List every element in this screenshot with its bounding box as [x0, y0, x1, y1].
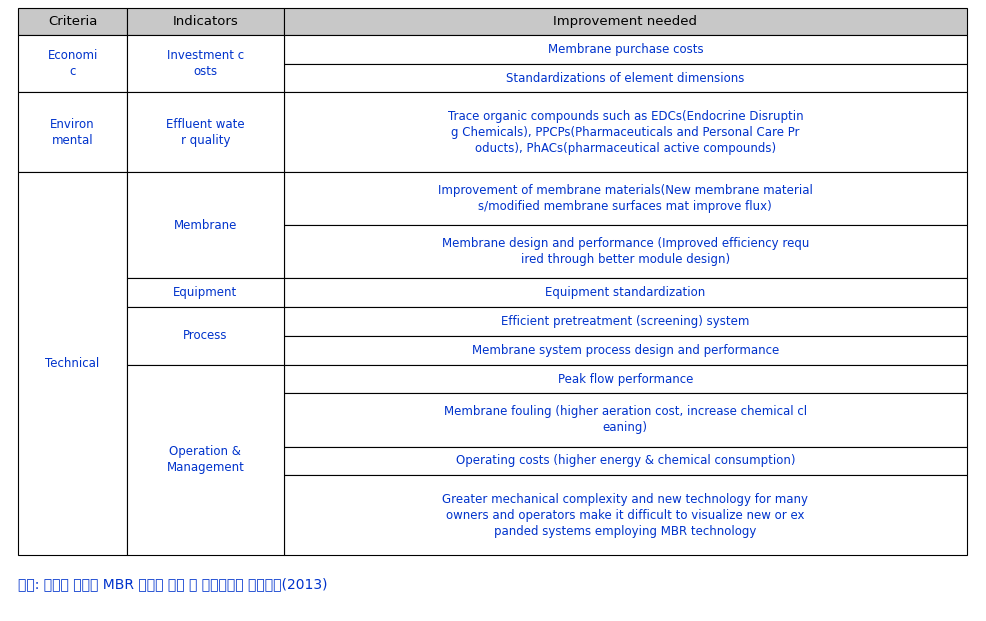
Text: Equipment standardization: Equipment standardization [544, 286, 705, 299]
Text: Membrane design and performance (Improved efficiency requ
ired through better mo: Membrane design and performance (Improve… [441, 237, 809, 266]
Bar [127, 93, 283, 172]
Text: Technical: Technical [45, 357, 100, 370]
Bar [18, 172, 127, 555]
Text: Investment c
osts: Investment c osts [167, 49, 244, 78]
Text: Peak flow performance: Peak flow performance [557, 373, 692, 386]
Text: Environ
mental: Environ mental [50, 118, 95, 147]
Bar [283, 93, 966, 172]
Bar [283, 475, 966, 555]
Text: Operating costs (higher energy & chemical consumption): Operating costs (higher energy & chemica… [456, 455, 795, 468]
Text: Process: Process [183, 329, 228, 342]
Bar [18, 35, 127, 93]
Bar [283, 278, 966, 307]
Bar [127, 307, 283, 365]
Text: Improvement of membrane materials(New membrane material
s/modified membrane surf: Improvement of membrane materials(New me… [438, 184, 812, 213]
Text: Criteria: Criteria [48, 15, 98, 28]
Text: Indicators: Indicators [173, 15, 238, 28]
Text: 출처: 하폐수 처리용 MBR 분리막 기술 및 산업동향과 발전방향(2013): 출처: 하폐수 처리용 MBR 분리막 기술 및 산업동향과 발전방향(2013… [18, 577, 327, 591]
Bar [18, 93, 127, 172]
Text: Effluent wate
r quality: Effluent wate r quality [166, 118, 245, 147]
Bar [127, 8, 283, 35]
Bar [127, 365, 283, 555]
Text: Membrane: Membrane [174, 219, 237, 232]
Bar [283, 225, 966, 278]
Bar [18, 8, 127, 35]
Bar [283, 446, 966, 475]
Bar [283, 35, 966, 64]
Bar [283, 64, 966, 93]
Bar [283, 393, 966, 446]
Bar [283, 336, 966, 365]
Text: Trace organic compounds such as EDCs(Endocrine Disruptin
g Chemicals), PPCPs(Pha: Trace organic compounds such as EDCs(End… [447, 110, 803, 155]
Bar [283, 365, 966, 393]
Text: Standardizations of element dimensions: Standardizations of element dimensions [506, 71, 743, 84]
Text: Greater mechanical complexity and new technology for many
owners and operators m: Greater mechanical complexity and new te… [442, 492, 808, 538]
Text: Equipment: Equipment [174, 286, 238, 299]
Bar [283, 172, 966, 225]
Bar [283, 307, 966, 336]
Text: Membrane purchase costs: Membrane purchase costs [547, 43, 702, 56]
Bar [127, 172, 283, 278]
Text: Economi
c: Economi c [47, 49, 98, 78]
Bar [127, 278, 283, 307]
Text: Operation &
Management: Operation & Management [167, 445, 245, 474]
Bar [127, 35, 283, 93]
Text: Efficient pretreatment (screening) system: Efficient pretreatment (screening) syste… [501, 315, 748, 328]
Bar [283, 8, 966, 35]
Text: Membrane fouling (higher aeration cost, increase chemical cl
eaning): Membrane fouling (higher aeration cost, … [444, 406, 807, 435]
Text: Membrane system process design and performance: Membrane system process design and perfo… [471, 344, 778, 357]
Text: Improvement needed: Improvement needed [553, 15, 697, 28]
